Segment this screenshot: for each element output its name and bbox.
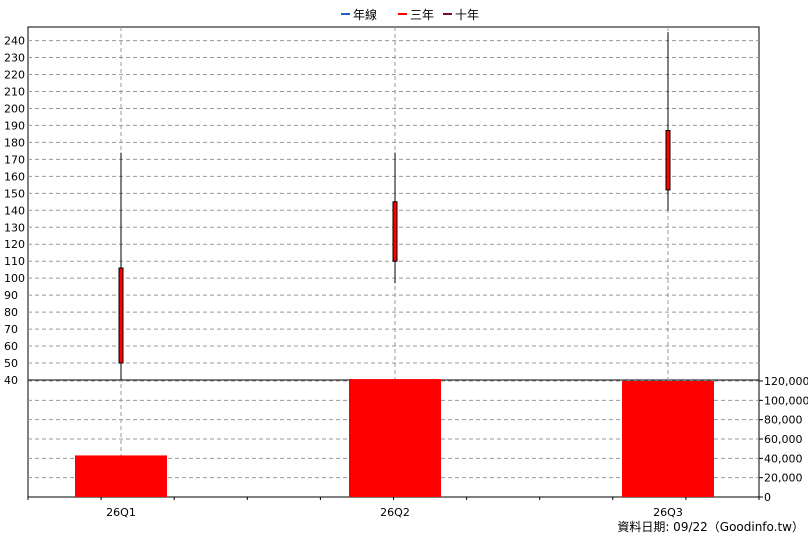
price-tick-label: 230 — [4, 52, 25, 65]
volume-tick-label: 0 — [764, 491, 771, 504]
volume-tick-label: 60,000 — [764, 433, 803, 446]
price-tick-label: 90 — [4, 289, 18, 302]
volume-tick-label: 80,000 — [764, 414, 803, 427]
price-tick-label: 240 — [4, 35, 25, 48]
legend: 年線 三年 十年 — [341, 7, 479, 22]
volume-tick-label: 20,000 — [764, 472, 803, 485]
legend-label: 年線 — [353, 7, 377, 22]
price-tick-label: 220 — [4, 69, 25, 82]
footer-date: 資料日期: 09/22（Goodinfo.tw） — [617, 520, 804, 534]
price-tick-label: 100 — [4, 272, 25, 285]
volume-axis: 0 20,000 40,000 60,000 80,000 100,000 120,000 — [759, 375, 808, 504]
volume-bar — [75, 455, 167, 497]
price-candles — [118, 32, 671, 380]
price-tick-label: 130 — [4, 221, 25, 234]
price-tick-label: 150 — [4, 187, 25, 200]
price-tick-label: 200 — [4, 102, 25, 115]
volume-tick-label: 40,000 — [764, 452, 803, 465]
price-tick-label: 140 — [4, 204, 25, 217]
price-tick-label: 210 — [4, 85, 25, 98]
price-tick-label: 50 — [4, 357, 18, 370]
price-tick-label: 160 — [4, 170, 25, 183]
x-tick-label: 26Q2 — [380, 506, 410, 519]
x-tick-label: 26Q3 — [653, 506, 683, 519]
candle-body — [392, 201, 398, 262]
price-tick-label: 40 — [4, 374, 18, 387]
candle-body — [665, 130, 671, 191]
price-tick-label: 60 — [4, 340, 18, 353]
price-tick-label: 170 — [4, 153, 25, 166]
volume-bar — [622, 381, 714, 497]
price-tick-label: 110 — [4, 255, 25, 268]
price-tick-label: 70 — [4, 323, 18, 336]
x-axis-labels: 26Q1 26Q2 26Q3 — [106, 506, 683, 519]
volume-tick-label: 100,000 — [764, 394, 808, 407]
legend-label: 十年 — [455, 8, 479, 22]
price-tick-label: 80 — [4, 306, 18, 319]
price-tick-label: 190 — [4, 119, 25, 132]
price-axis: 40 50 60 70 80 90 100 110 120 130 140 150 160 170 180 1… — [4, 35, 25, 387]
price-tick-label: 120 — [4, 238, 25, 251]
price-tick-label: 180 — [4, 136, 25, 149]
volume-bars — [75, 379, 714, 497]
candle-body — [118, 267, 124, 364]
x-tick-label: 26Q1 — [106, 506, 136, 519]
volume-tick-label: 120,000 — [764, 375, 808, 388]
volume-bar — [349, 379, 441, 497]
legend-label: 三年 — [410, 8, 434, 22]
